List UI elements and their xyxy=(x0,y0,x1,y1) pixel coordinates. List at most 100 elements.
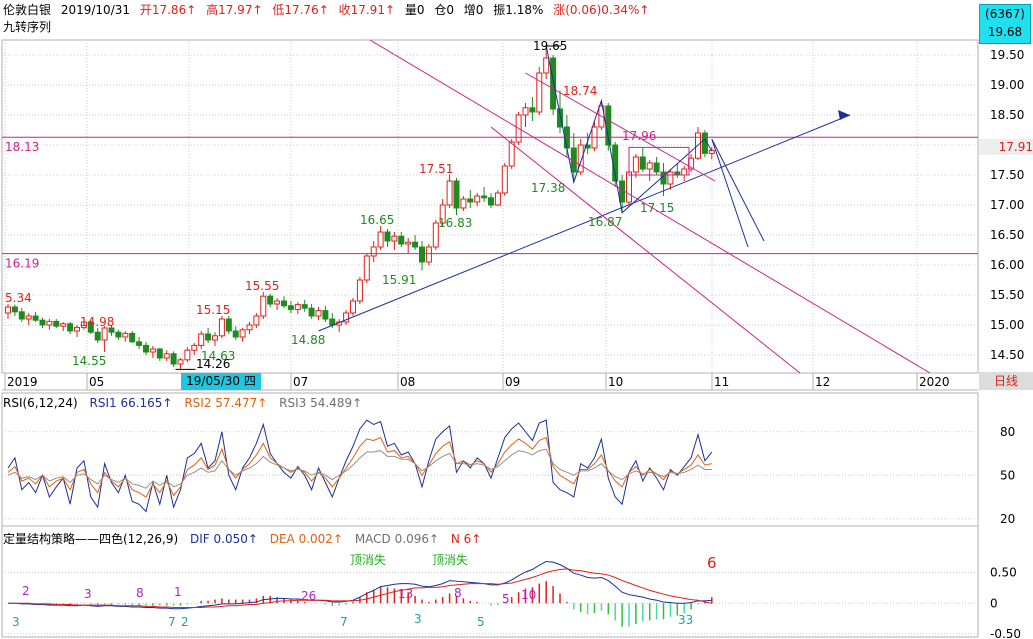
candle-body xyxy=(25,315,32,320)
candle-body xyxy=(246,324,253,331)
candle-body xyxy=(453,180,460,209)
indicator-subtitle: 九转序列 xyxy=(3,20,52,34)
macd-marker: 2 xyxy=(181,615,189,629)
rsi-tick-label: 80 xyxy=(1000,425,1015,439)
candle-body xyxy=(419,246,425,263)
dif-value: DIF 0.050↑ xyxy=(190,532,258,546)
candle-body xyxy=(488,197,494,206)
price-annotation: 16.65 xyxy=(360,213,394,227)
candle-body xyxy=(308,307,315,317)
candle-body xyxy=(198,333,205,346)
price-annotation: 18.74 xyxy=(563,84,597,98)
price-annotation: 14.26 xyxy=(196,357,230,371)
wave-line xyxy=(545,45,713,214)
position-value: 仓0 xyxy=(434,3,454,17)
candle-body xyxy=(632,156,639,173)
macd-marker: 1 xyxy=(174,585,182,599)
candle-body xyxy=(446,180,453,206)
rsi-name: RSI(6,12,24) xyxy=(3,396,78,410)
candle-body xyxy=(584,144,591,149)
price-annotation: 14.55 xyxy=(72,354,106,368)
rsi-tick-label: 20 xyxy=(1000,512,1015,526)
rsi-line xyxy=(7,419,713,513)
candle-body xyxy=(543,57,550,74)
candle-body xyxy=(267,295,274,305)
macd-panel-frame xyxy=(1,525,979,638)
consolidation-box xyxy=(628,146,690,176)
projection-lines xyxy=(711,138,765,248)
candle-body xyxy=(156,348,163,359)
macd-marker: 7 xyxy=(168,615,176,629)
top-vanish-label: 顶消失 xyxy=(350,552,386,567)
candle-body xyxy=(301,304,308,309)
period-button[interactable]: 日线 xyxy=(979,372,1033,390)
price-annotation: 17.51 xyxy=(419,162,453,176)
macd-marker: 26 xyxy=(301,589,316,603)
rsi-title: RSI(6,12,24) RSI1 66.165↑ RSI2 57.477↑ R… xyxy=(3,396,370,410)
macd-tick-label: -0.50 xyxy=(990,627,1021,639)
date-cursor-tip: 19/05/30 四 xyxy=(181,373,261,390)
candle-body xyxy=(32,315,39,321)
macd-value: MACD 0.096↑ xyxy=(354,532,440,546)
candle-body xyxy=(274,300,281,305)
date-tick-label: 05 xyxy=(89,375,104,389)
candle-body xyxy=(405,241,412,245)
candle-body xyxy=(701,132,708,154)
candle-body xyxy=(391,235,398,242)
rsi-line xyxy=(7,448,712,489)
low-value: 低17.76↑ xyxy=(272,3,329,17)
price-tick-label: 18.50 xyxy=(990,108,1024,122)
candle-body xyxy=(646,162,653,170)
price-tick-label: 17.00 xyxy=(990,198,1024,212)
macd-name: 定量结构策略——四色(12,26,9) xyxy=(3,532,179,546)
high-value: 高17.97↑ xyxy=(206,3,263,17)
top-vanish-label: 顶消失 xyxy=(432,552,468,567)
quote-header: 伦敦白银 2019/10/31 开17.86↑ 高17.97↑ 低17.76↑ … xyxy=(3,3,655,17)
candle-body xyxy=(363,255,370,281)
candle-body xyxy=(80,321,87,328)
candle-body xyxy=(315,310,322,317)
candle-body xyxy=(508,141,515,167)
candle-body xyxy=(115,331,122,338)
candle-body xyxy=(170,353,177,365)
macd-marker: 3 xyxy=(84,587,92,601)
price-tick-label: 16.00 xyxy=(990,258,1024,272)
price-annotation: 17.38 xyxy=(531,181,565,195)
date-tick-label: 07 xyxy=(293,375,308,389)
candle-body xyxy=(260,295,267,317)
change-value: 涨(0.06)0.34%↑ xyxy=(553,3,650,17)
price-annotation: 17.15 xyxy=(640,201,674,215)
candle-body xyxy=(467,198,474,203)
candle-body xyxy=(239,329,246,338)
candle-body xyxy=(101,327,108,341)
macd-marker: 33 xyxy=(678,613,693,627)
candle-body xyxy=(136,341,143,346)
trendline-arrow xyxy=(838,110,850,120)
candle-body xyxy=(149,348,156,353)
price-tick-label: 19.50 xyxy=(990,48,1024,62)
candle-body xyxy=(122,332,129,338)
macd-marker: 6 xyxy=(707,554,717,572)
candle-body xyxy=(294,304,301,310)
rsi-line xyxy=(7,436,712,498)
price-annotation: 16.83 xyxy=(438,216,472,230)
price-annotation: 15.55 xyxy=(245,279,279,293)
price-annotation: 5.34 xyxy=(5,291,32,305)
candle-body xyxy=(143,344,149,353)
date-tick-label: 12 xyxy=(815,375,830,389)
candle-body xyxy=(11,306,18,313)
candle-body xyxy=(653,162,660,173)
macd-marker: 10 xyxy=(521,588,536,602)
candle-body xyxy=(87,321,94,333)
candle-body xyxy=(225,318,232,332)
macd-marker: 7 xyxy=(340,615,348,629)
candle-body xyxy=(108,327,115,333)
candle-body xyxy=(522,107,529,116)
candle-body xyxy=(53,320,60,327)
dif-line xyxy=(8,561,712,610)
amplitude-value: 振1.18% xyxy=(493,3,544,17)
macd-marker: 5 xyxy=(477,615,485,629)
candle-body xyxy=(577,144,584,173)
